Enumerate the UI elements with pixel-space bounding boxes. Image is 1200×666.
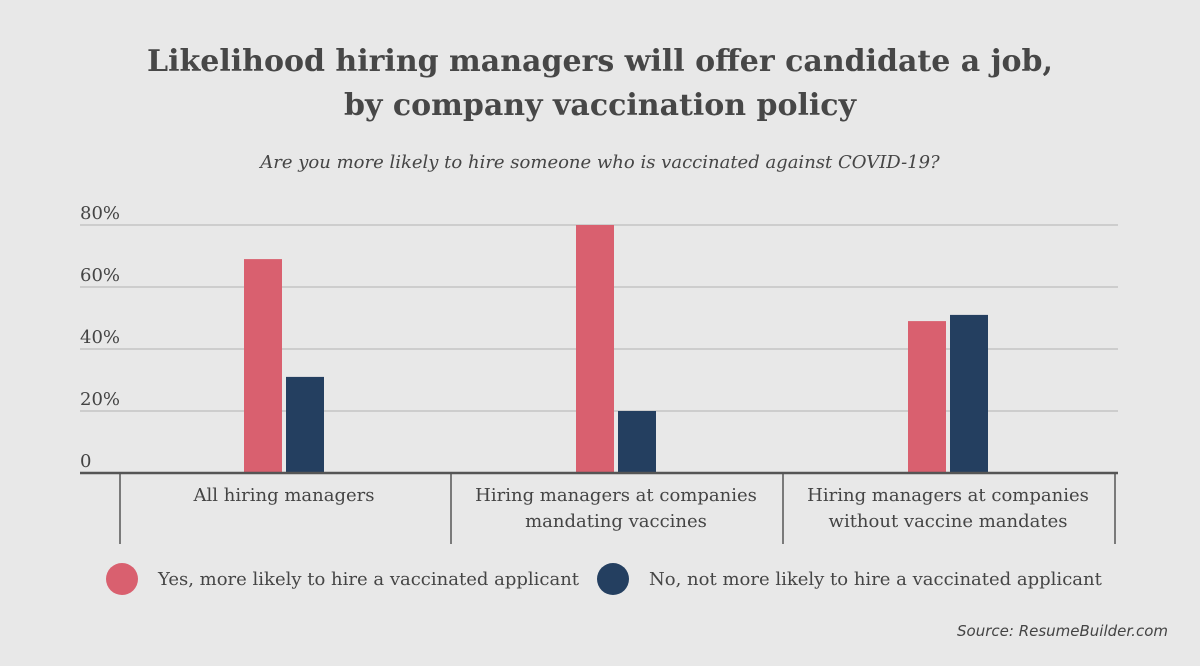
x-tick-label: without vaccine mandates: [829, 511, 1068, 532]
legend-swatch-no: [597, 563, 630, 595]
x-tick-label: Hiring managers at companies: [807, 485, 1089, 506]
bar: [576, 225, 614, 473]
legend-item-yes: Yes, more likely to hire a vaccinated ap…: [106, 563, 579, 595]
chart-title-line-1: Likelihood hiring managers will offer ca…: [147, 44, 1053, 79]
chart-title: Likelihood hiring managers will offer ca…: [0, 40, 1200, 128]
bar-chart: 0 20% 40% 60% 80% All hiring managers Hiring m…: [80, 203, 1118, 544]
bar: [244, 259, 282, 473]
bar: [950, 314, 988, 473]
chart-title-line-2: by company vaccination policy: [343, 88, 857, 123]
chart-subtitle: Are you more likely to hire someone who …: [260, 152, 940, 173]
legend-label-yes: Yes, more likely to hire a vaccinated ap…: [158, 568, 580, 590]
y-tick-label: 0: [80, 451, 91, 472]
y-tick-label: 80%: [80, 203, 120, 224]
source-credit: Source: ResumeBuilder.com: [957, 622, 1168, 640]
x-tick-label: mandating vaccines: [525, 511, 707, 532]
y-tick-label: 20%: [80, 389, 120, 410]
bar: [618, 411, 656, 473]
x-tick-label: Hiring managers at companies: [475, 485, 757, 506]
legend-item-no: No, not more likely to hire a vaccinated…: [597, 563, 1102, 595]
legend-swatch-yes: [106, 563, 138, 595]
bar: [908, 321, 946, 473]
chart-legend: Yes, more likely to hire a vaccinated ap…: [106, 562, 1120, 596]
legend-label-no: No, not more likely to hire a vaccinated…: [649, 568, 1102, 590]
y-tick-label: 60%: [80, 265, 120, 286]
bar: [286, 376, 324, 473]
y-tick-label: 40%: [80, 327, 120, 348]
x-tick-label: All hiring managers: [193, 485, 375, 506]
